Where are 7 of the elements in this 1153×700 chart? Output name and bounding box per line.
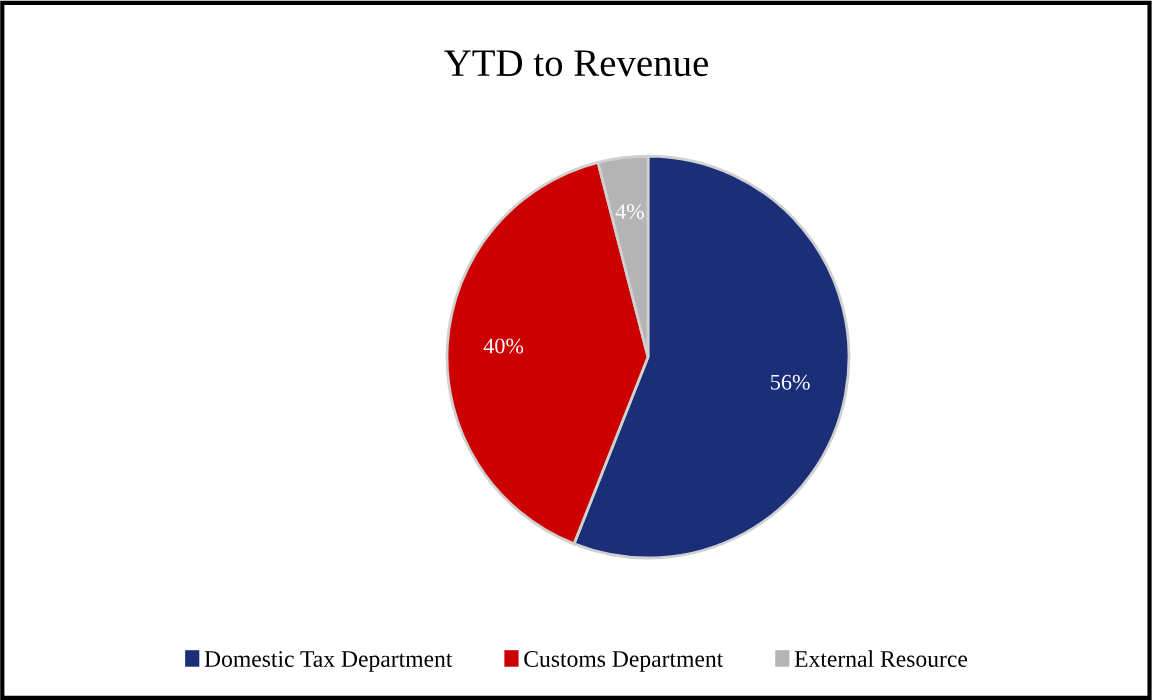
legend-label: Customs Department [524, 651, 724, 672]
data-label: 4% [615, 204, 644, 220]
legend-label: Domestic Tax Department [204, 651, 453, 672]
data-label: 56% [771, 374, 810, 390]
legend-label: External Resource [794, 650, 968, 667]
data-label: 40% [483, 338, 524, 354]
chart-title: YTD to Revenue [444, 50, 708, 77]
